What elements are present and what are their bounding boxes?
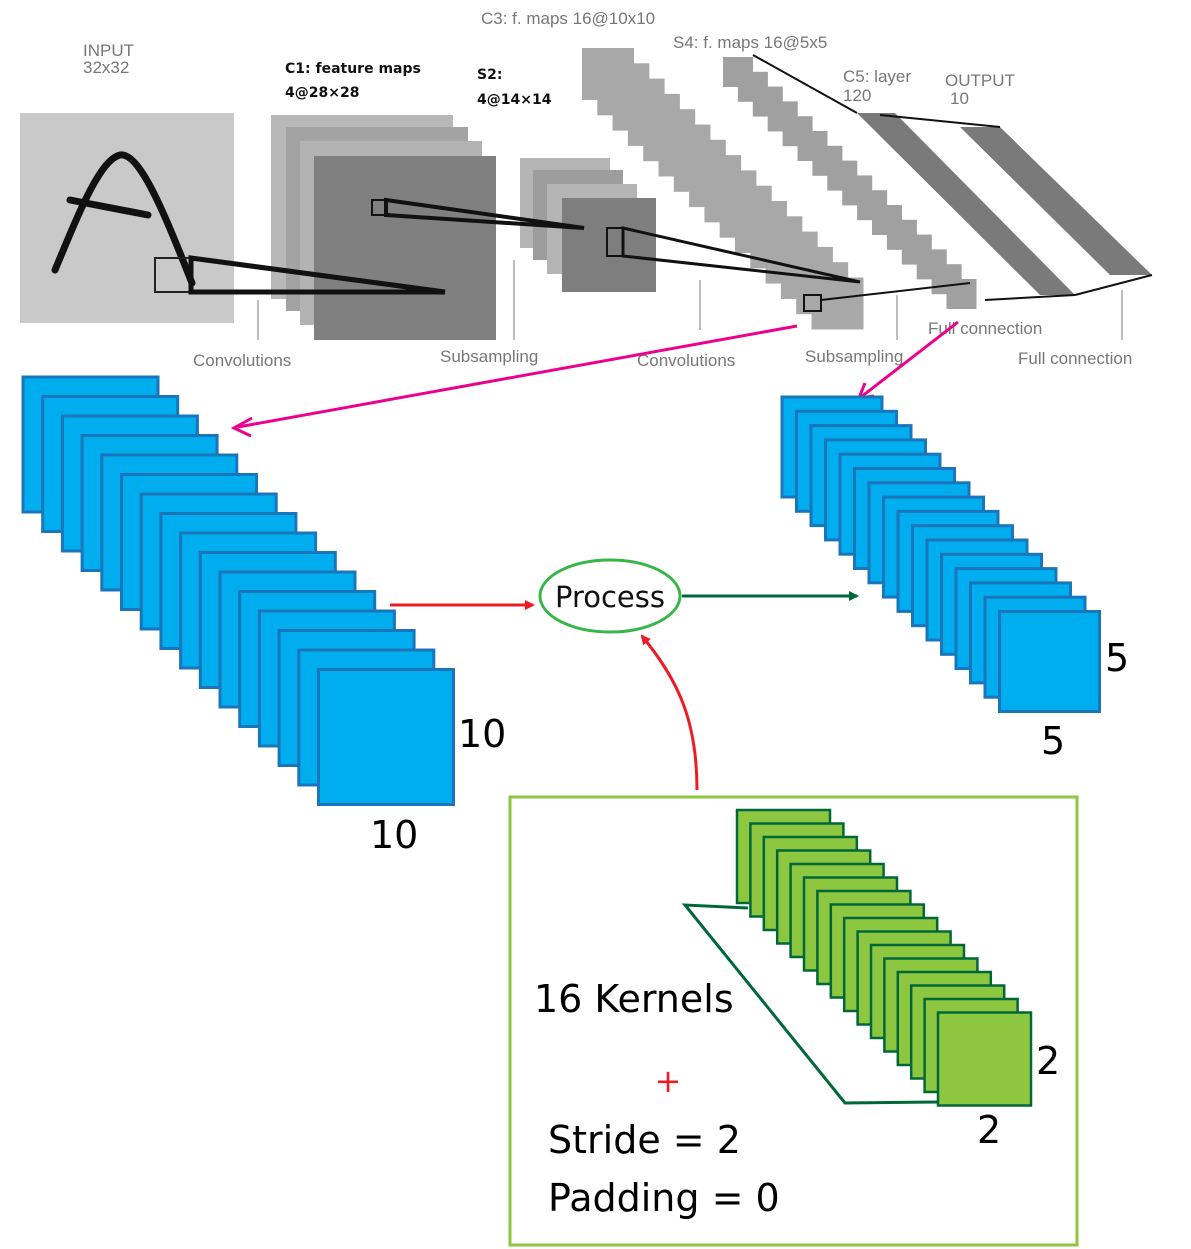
feature-map <box>998 610 1101 713</box>
arrow-kernels-to-process <box>640 634 699 791</box>
op-convolutions-2: Convolutions <box>637 351 735 370</box>
input-feature-map-stack <box>21 375 455 806</box>
c3-feature-map <box>811 277 864 330</box>
s2-label: S2: <box>477 67 502 83</box>
c5-size-label: 120 <box>843 86 871 105</box>
output-map-height-label: 5 <box>1041 719 1065 763</box>
c5-label: C5: layer <box>843 67 911 86</box>
input-image <box>20 113 234 323</box>
op-full-connection-1: Full connection <box>928 319 1042 338</box>
separator-ticks <box>257 260 1123 340</box>
connection-lines <box>188 54 1153 301</box>
s2-size-label: 4@14×14 <box>477 92 552 108</box>
c3-label: C3: f. maps 16@10x10 <box>481 9 655 28</box>
output-size-label: 10 <box>950 89 969 108</box>
input-map-width-label: 10 <box>458 712 506 756</box>
input-label: INPUT <box>83 41 134 60</box>
input-map-height-label: 10 <box>370 813 418 857</box>
kernel-bracket <box>681 903 939 1105</box>
process-label: Process <box>555 580 665 614</box>
op-convolutions-1: Convolutions <box>193 351 291 370</box>
handwritten-letter-a <box>51 151 196 287</box>
plus-sign: + <box>655 1062 682 1100</box>
s4-label: S4: f. maps 16@5x5 <box>673 33 827 52</box>
process-node: Process <box>538 558 682 634</box>
padding-label: Padding = 0 <box>548 1176 780 1220</box>
feature-map <box>317 668 455 806</box>
output-label: OUTPUT <box>945 71 1015 90</box>
op-full-connection-2: Full connection <box>1018 349 1132 368</box>
c1-stack <box>271 115 496 340</box>
stride-label: Stride = 2 <box>548 1118 741 1162</box>
kernel <box>936 1011 1033 1107</box>
output-layer <box>960 127 1152 275</box>
input-size-label: 32x32 <box>83 58 129 77</box>
output-feature-map-stack <box>780 395 1101 713</box>
zoom-arrow-s4 <box>860 320 959 399</box>
kernel-height-label: 2 <box>977 1108 1001 1152</box>
kernels-label: 16 Kernels <box>534 977 734 1021</box>
c5-layer <box>857 113 1075 295</box>
kernel-width-label: 2 <box>1036 1039 1060 1083</box>
c1-size-label: 4@28×28 <box>285 85 359 101</box>
output-map-width-label: 5 <box>1105 636 1129 680</box>
lenet-architecture: INPUT 32x32 C1: feature maps 4@28×28 S2:… <box>20 9 1153 370</box>
c1-label: C1: feature maps <box>285 61 421 77</box>
s2-stack <box>520 158 656 292</box>
kernel-stack <box>735 808 1033 1107</box>
s4-stack <box>723 57 977 309</box>
zoom-arrow-c3 <box>237 324 798 429</box>
op-subsampling-1: Subsampling <box>440 347 538 366</box>
op-subsampling-2: Subsampling <box>805 347 903 366</box>
kernel-parameters-box <box>508 795 1079 1247</box>
